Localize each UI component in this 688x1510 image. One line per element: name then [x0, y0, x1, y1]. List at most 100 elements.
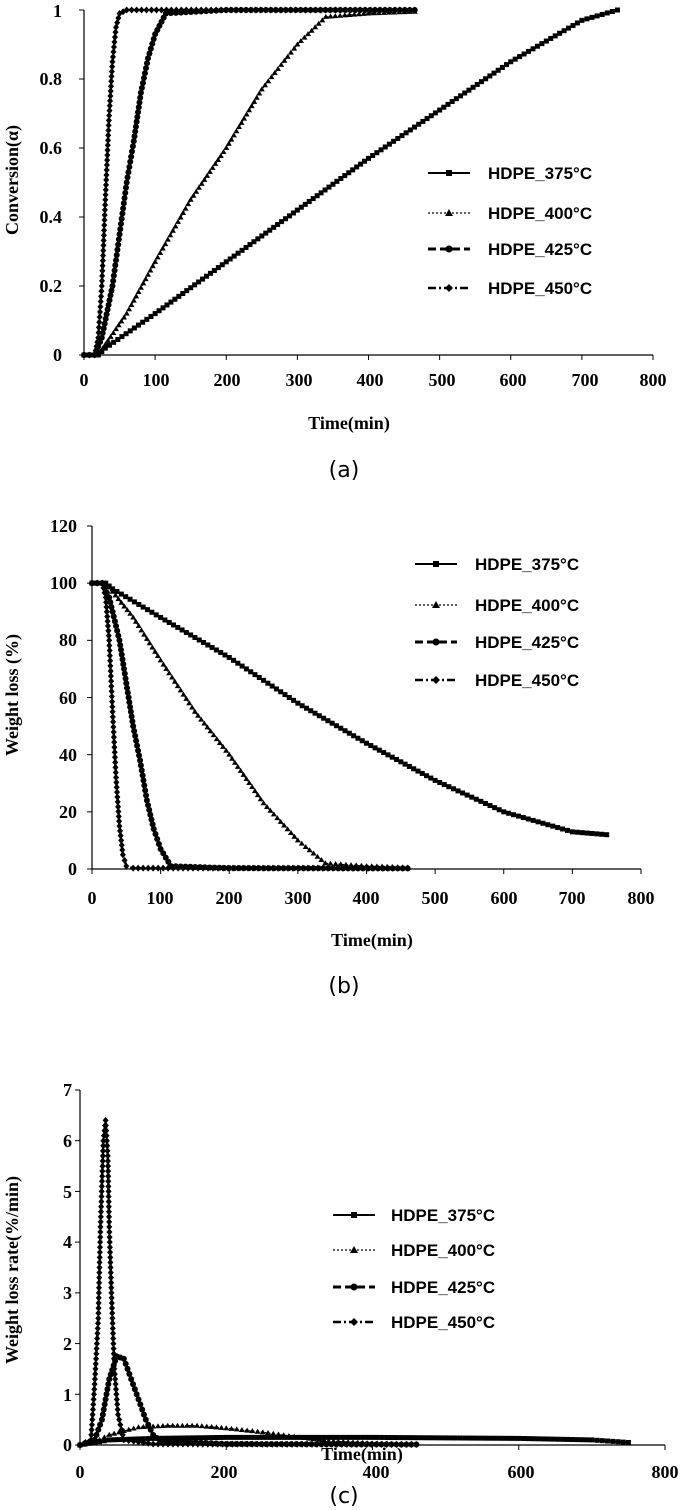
- chart-a-series-3-point: [103, 176, 110, 184]
- chart-a-series-0-point: [215, 265, 221, 271]
- chart-a-series-0-point: [223, 259, 229, 265]
- chart-b-series-2-point: [129, 718, 136, 725]
- chart-b-series-2-point: [123, 680, 130, 687]
- chart-b-series-0-point: [273, 686, 279, 692]
- chart-c-series-1-point: [135, 1424, 142, 1430]
- chart-a-series-2-point: [104, 306, 111, 313]
- chart-c-series-3-point: [99, 1152, 106, 1160]
- chart-a-ylabel: Conversion(α): [2, 125, 23, 235]
- chart-c-series-3-point: [98, 1203, 105, 1211]
- chart-b-series-0-point: [256, 674, 262, 680]
- chart-c-series-3-point: [109, 1314, 116, 1322]
- chart-c-series-3-point: [105, 1187, 112, 1195]
- chart-b-series-1-point: [121, 603, 128, 609]
- chart-c-series-0-point: [560, 1436, 566, 1442]
- chart-a-series-3-point: [371, 6, 378, 14]
- chart-b-legend-swatch-0: [415, 561, 457, 567]
- chart-c-series-3-point: [110, 1350, 117, 1358]
- chart-b-series-1-point: [213, 736, 220, 742]
- chart-a-series-0-point: [382, 144, 388, 150]
- chart-b-series-1-point: [198, 716, 205, 722]
- chart-a-series-1-point: [341, 12, 348, 18]
- chart-b-series-0-point: [205, 642, 211, 648]
- chart-a-series-3-point: [97, 308, 104, 316]
- chart-b-series-1-point: [186, 700, 193, 706]
- chart-b-series-1-point: [189, 704, 196, 710]
- chart-c-series-3-point: [199, 1440, 206, 1448]
- chart-b-series-0-point: [321, 715, 327, 721]
- chart-b-series-0-point: [218, 649, 224, 655]
- chart-b-series-3-point: [103, 598, 110, 606]
- chart-c-series-3-point: [179, 1440, 186, 1448]
- chart-c-series-0-point: [457, 1435, 463, 1441]
- chart-b-xtick: 300: [285, 888, 312, 908]
- chart-a-series-0-point: [259, 233, 265, 239]
- chart-b-series-0-point: [389, 754, 395, 760]
- chart-a-series-3: [81, 6, 418, 359]
- chart-a-series-3-point: [312, 6, 319, 14]
- chart-a-series-1-point: [118, 318, 125, 324]
- chart-a-series-2-point: [134, 113, 141, 120]
- chart-c-series-3-point: [97, 1238, 104, 1246]
- chart-c-series-3-point: [104, 1142, 111, 1150]
- chart-a-series-2-point: [120, 200, 127, 207]
- chart-c-series-2-point: [106, 1376, 113, 1383]
- chart-a-series-1-point: [115, 322, 122, 328]
- chart-a-series-1-point: [308, 27, 315, 33]
- chart-a-series-2-point: [117, 226, 124, 233]
- chart-a-series-1-point: [322, 13, 329, 19]
- chart-a-xlabel: Time(min): [308, 413, 390, 434]
- chart-b-series-3-point: [249, 864, 256, 872]
- chart-b-series-3-point: [115, 808, 122, 816]
- chart-c-series-2-point: [107, 1371, 114, 1378]
- chart-b-series-0-point: [235, 660, 241, 666]
- chart-a-series-2-point: [142, 65, 149, 72]
- chart-a-series-0-point: [160, 305, 166, 311]
- chart-b-series-3-point: [108, 682, 115, 690]
- chart-b-series-1-point: [246, 780, 253, 786]
- chart-c-series-3-point: [358, 1440, 365, 1448]
- chart-a-series-1-point: [274, 65, 281, 71]
- chart-c-series-3-point: [393, 1440, 400, 1448]
- chart-a-series-0-point: [136, 322, 142, 328]
- chart-c-series-3-point: [373, 1440, 380, 1448]
- chart-c-xtick: 800: [652, 1462, 679, 1482]
- chart-c-series-3-point: [249, 1440, 256, 1448]
- chart-b-series-3-point: [114, 798, 121, 806]
- chart-b-xtick: 600: [491, 888, 518, 908]
- chart-b-series-3-point: [94, 579, 101, 587]
- chart-a-series-3-point: [110, 48, 117, 56]
- chart-c-series-3-point: [107, 1274, 114, 1282]
- chart-c-series-3-point: [160, 1440, 167, 1448]
- chart-a-series-0-point: [231, 253, 237, 259]
- chart-b-series-2-point: [146, 806, 153, 813]
- chart-a-series-1-point: [301, 34, 308, 40]
- chart-a-series-0-point: [574, 20, 580, 26]
- chart-c-series-3-point: [112, 1375, 119, 1383]
- chart-b-xlabel: Time(min): [331, 930, 413, 951]
- chart-b-series-0-point: [450, 786, 456, 792]
- chart-b-series-3-point: [115, 803, 122, 811]
- chart-a-series-0-point: [495, 67, 501, 73]
- chart-a-series-3-point: [109, 58, 116, 66]
- chart-c-series-3-point: [97, 1223, 104, 1231]
- chart-b-series-3-point: [339, 864, 346, 872]
- chart-a-series-3-point: [111, 33, 118, 41]
- chart-b-series-3-point: [115, 812, 122, 820]
- chart-b-series-3-point: [130, 864, 137, 872]
- chart-a-series-0-point: [286, 213, 292, 219]
- chart-a-series-2-point: [123, 179, 130, 186]
- chart-b-yticks: 0 20 40 60 80 100 120: [50, 516, 77, 879]
- chart-a-series-0-point: [338, 175, 344, 181]
- chart-a-series-3-point: [138, 6, 145, 14]
- chart-a-series-0-point: [517, 54, 523, 60]
- chart-a-series-1-point: [243, 111, 250, 117]
- chart-b-series-1-point: [332, 860, 339, 866]
- chart-c-series-0-point: [267, 1434, 273, 1440]
- chart-a-series-3-point: [105, 126, 112, 134]
- chart-b-series-3-point: [374, 864, 381, 872]
- chart-c-series-0-point: [555, 1436, 561, 1442]
- chart-b-series-3-point: [259, 864, 266, 872]
- chart-b-ytick: 20: [59, 802, 77, 822]
- chart-b-series-0-point: [411, 766, 417, 772]
